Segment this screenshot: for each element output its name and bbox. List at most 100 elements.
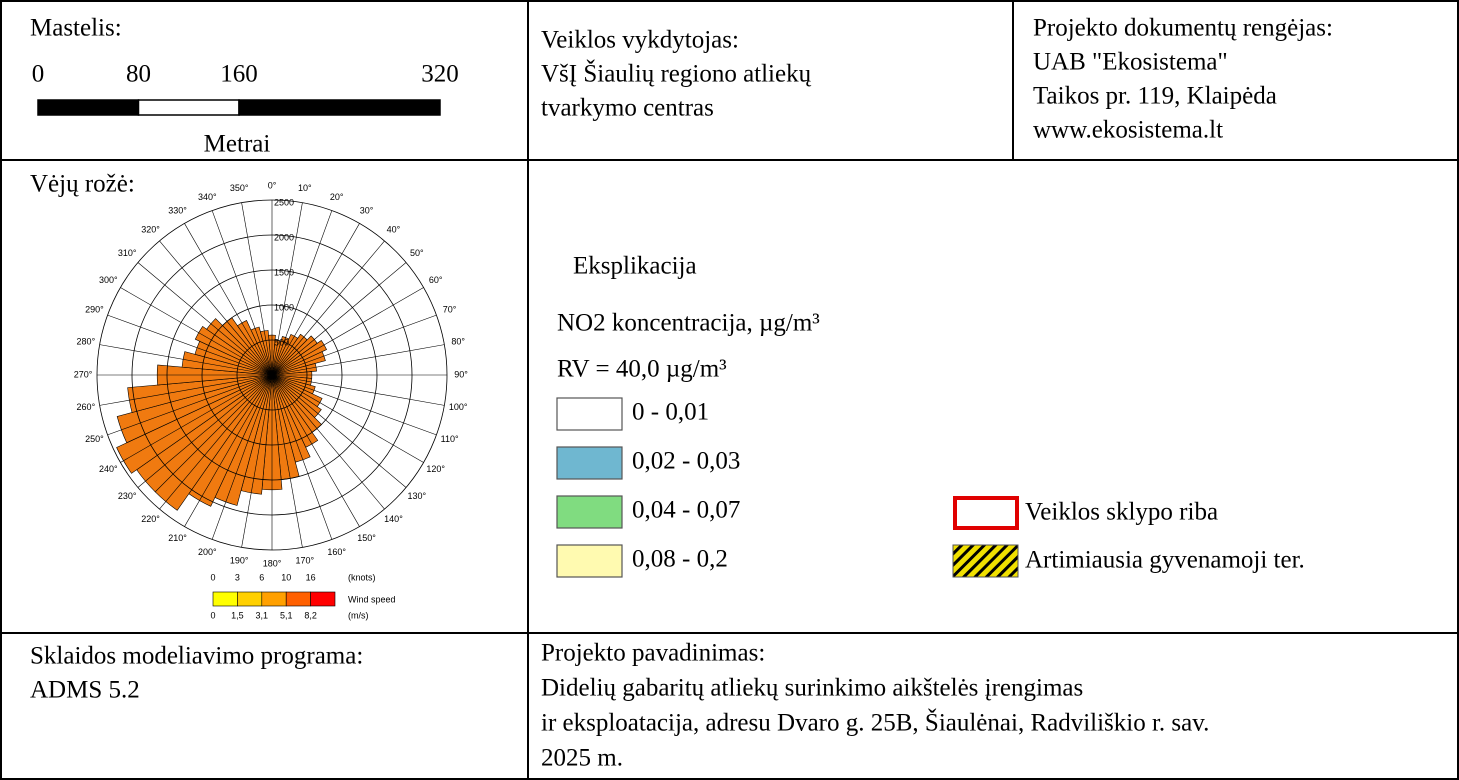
class-label: 0,04 - 0,07	[632, 497, 740, 524]
ring-label: 500	[274, 337, 289, 347]
direction-label: 0°	[268, 180, 277, 190]
direction-label: 40°	[387, 225, 401, 235]
wind-rose-title: Vėjų rožė:	[30, 171, 135, 198]
project-line: 2025 m.	[541, 745, 623, 772]
direction-label: 310°	[118, 248, 137, 258]
ring-label: 1500	[274, 267, 294, 277]
knots-label: 6	[259, 572, 264, 582]
speed-title: Wind speed	[348, 594, 396, 604]
spoke	[271, 262, 407, 376]
scale-tick-label: 320	[421, 61, 459, 88]
boundary-symbol	[953, 496, 1019, 530]
class-swatch	[556, 544, 623, 578]
spoke	[271, 240, 385, 376]
project-line: ir eksploatacija, adresu Dvaro g. 25B, Š…	[541, 708, 1209, 737]
direction-label: 350°	[230, 183, 249, 193]
direction-label: 260°	[77, 402, 96, 412]
direction-label: 30°	[360, 206, 374, 216]
preparer-label: Projekto dokumentų rengėjas:	[1033, 15, 1333, 42]
knots-label: 10	[281, 572, 291, 582]
class-swatch	[556, 397, 623, 431]
direction-label: 220°	[141, 514, 160, 524]
direction-label: 200°	[198, 547, 217, 557]
scale-unit: Metrai	[204, 131, 271, 158]
operator-label: Veiklos vykdytojas:	[541, 27, 739, 54]
direction-label: 120°	[426, 464, 445, 474]
spoke	[211, 374, 273, 540]
direction-label: 100°	[449, 402, 468, 412]
spoke	[271, 374, 385, 510]
spoke	[120, 374, 273, 463]
ms-label: 1,5	[231, 610, 244, 620]
residential-symbol	[952, 544, 1019, 578]
scale-tick-label: 80	[126, 61, 151, 88]
preparer-line: UAB "Ekosistema"	[1033, 49, 1228, 76]
knots-unit: (knots)	[348, 572, 376, 582]
spoke	[271, 374, 333, 540]
scale-title: Mastelis:	[30, 15, 122, 42]
scale-tick-label: 0	[32, 61, 45, 88]
spoke	[271, 287, 424, 376]
spoke	[271, 344, 445, 376]
direction-label: 70°	[443, 305, 457, 315]
legend-title: Eksplikacija	[573, 253, 697, 280]
operator-line: VšĮ Šiaulių regiono atliekų	[541, 59, 812, 88]
spoke	[271, 374, 424, 463]
software-label: Sklaidos modeliavimo programa:	[30, 643, 363, 670]
direction-label: 290°	[85, 305, 104, 315]
scale-segment	[137, 99, 240, 116]
preparer-line: Taikos pr. 119, Klaipėda	[1033, 83, 1277, 110]
project-line: Didelių gabaritų atliekų surinkimo aikšt…	[541, 675, 1083, 702]
knots-label: 3	[235, 572, 240, 582]
scale-segment	[37, 99, 140, 116]
symbol-label: Veiklos sklypo riba	[1025, 499, 1218, 526]
speed-swatch	[261, 591, 287, 607]
spoke	[271, 374, 407, 488]
spoke	[137, 262, 273, 376]
speed-swatch	[310, 591, 336, 607]
direction-label: 160°	[327, 547, 346, 557]
scale-tick-label: 160	[220, 61, 258, 88]
spoke	[271, 374, 360, 527]
spoke	[159, 240, 273, 376]
knots-label: 0	[210, 572, 215, 582]
class-swatch	[556, 446, 623, 480]
spoke	[107, 314, 273, 376]
spoke	[159, 374, 273, 510]
operator-line: tvarkymo centras	[541, 95, 714, 122]
direction-label: 150°	[357, 533, 376, 543]
direction-label: 190°	[230, 556, 249, 566]
direction-label: 240°	[99, 464, 118, 474]
spoke	[137, 374, 273, 488]
direction-label: 270°	[74, 369, 93, 379]
limit: RV = 40,0 µg/m³	[557, 356, 727, 383]
direction-label: 230°	[118, 491, 137, 501]
preparer-line: www.ekosistema.lt	[1033, 117, 1223, 144]
spoke	[120, 287, 273, 376]
direction-label: 320°	[141, 225, 160, 235]
class-swatch	[556, 495, 623, 529]
ring-label: 2000	[274, 232, 294, 242]
ring-label: 2500	[274, 197, 294, 207]
spoke	[107, 374, 273, 436]
direction-label: 210°	[168, 533, 187, 543]
pollutant: NO2 koncentracija, µg/m³	[557, 310, 820, 337]
direction-label: 280°	[77, 337, 96, 347]
spoke	[271, 210, 333, 376]
spoke	[271, 314, 437, 376]
ms-label: 0	[210, 610, 215, 620]
ms-unit: (m/s)	[348, 610, 369, 620]
software-value: ADMS 5.2	[30, 677, 140, 704]
spoke	[271, 374, 303, 548]
spoke	[271, 223, 360, 376]
spoke	[184, 223, 273, 376]
direction-label: 330°	[168, 206, 187, 216]
spoke	[241, 202, 273, 376]
direction-label: 170°	[296, 556, 315, 566]
direction-label: 90°	[454, 369, 468, 379]
direction-label: 50°	[410, 248, 424, 258]
knots-label: 16	[306, 572, 316, 582]
ms-label: 5,1	[280, 610, 293, 620]
